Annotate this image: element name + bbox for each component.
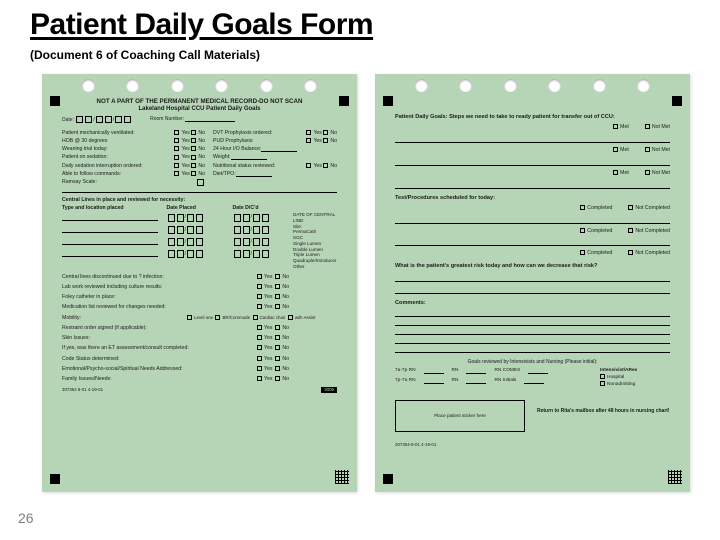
barcode-icon <box>668 470 682 484</box>
form1-warning: NOT A PART OF THE PERMANENT MEDICAL RECO… <box>62 98 337 106</box>
th-type: Type and location placed <box>62 205 167 212</box>
barcode-icon <box>335 470 349 484</box>
year-badge: 2009 <box>321 387 337 393</box>
q-hob: HOB @ 30 degrees <box>62 138 174 145</box>
question-row: If yes, was there an ET assessment/consu… <box>62 345 337 352</box>
q-dvt: DVT Prophylaxis ordered: <box>213 130 306 137</box>
sig-title: Goals reviewed by Intensivists and Nursi… <box>395 359 670 366</box>
question-row: Medication list reviewed for changes nee… <box>62 304 337 311</box>
question-row: Restraint order signed (if applicable):Y… <box>62 325 337 332</box>
corner-mark <box>383 96 393 106</box>
q-ramsay: Ramsay Scale: <box>62 179 196 186</box>
q-pud: PUD Prophylaxis: <box>213 138 306 145</box>
q-sedation: Patient on sedation: <box>62 154 174 161</box>
question-row: Mobility:Level one BR/Commode Cardiac ch… <box>62 315 337 322</box>
punch-holes <box>42 79 357 92</box>
q-io: 24 Hour I/O Balance: <box>213 146 261 153</box>
tests-title: Test/Procedures scheduled for today: <box>395 195 670 202</box>
punch-holes <box>375 79 690 92</box>
form2-body: Patient Daily Goals: Steps we need to ta… <box>395 96 670 474</box>
risk-question: What is the patient's greatest risk toda… <box>395 263 670 270</box>
goals-title: Patient Daily Goals: Steps we need to ta… <box>395 114 670 121</box>
corner-mark <box>383 474 393 484</box>
corner-mark <box>50 474 60 484</box>
question-row: Lab work reviewed including culture resu… <box>62 284 337 291</box>
th-placed: Date Placed <box>167 205 233 212</box>
question-row: Emotional/Psycho-social/Spiritual Needs … <box>62 366 337 373</box>
q-interrupt: Daily sedation interruption ordered: <box>62 163 174 170</box>
q-wean: Weaning trial today: <box>62 146 174 153</box>
date-label: Date: <box>62 117 74 123</box>
slide-title: Patient Daily Goals Form <box>30 8 373 42</box>
corner-mark <box>339 96 349 106</box>
q-vent: Patient mechanically ventilated: <box>62 130 174 137</box>
slide-subtitle: (Document 6 of Coaching Call Materials) <box>30 48 260 62</box>
corner-mark <box>50 96 60 106</box>
question-row: Central lines discontinued due to ? infe… <box>62 274 337 281</box>
form1-subtitle: Lakeland Hospital CCU Patient Daily Goal… <box>62 106 337 114</box>
q-nutrition: Nutritional status reviewed: <box>213 163 306 170</box>
th-dcd: Date D/C'd <box>233 205 294 212</box>
form-page-1: NOT A PART OF THE PERMANENT MEDICAL RECO… <box>42 74 357 492</box>
form2-footer-id: 307354-8-01 4-19-01 <box>395 442 436 448</box>
form1-body: NOT A PART OF THE PERMANENT MEDICAL RECO… <box>62 96 337 474</box>
q-diet: Diet/TPO: <box>213 171 236 178</box>
question-row: Code Status determined:Yes No <box>62 356 337 363</box>
bottom-questions: Central lines discontinued due to ? infe… <box>62 274 337 383</box>
form-page-2: Patient Daily Goals: Steps we need to ta… <box>375 74 690 492</box>
form1-footer-id: 307354 8-01 4-19-01 <box>62 387 103 393</box>
q-commands: Able to follow commands: <box>62 171 174 178</box>
sticker-box: Place patient sticker here <box>395 400 525 432</box>
question-row: Family Issues/Needs:Yes No <box>62 376 337 383</box>
question-row: Foley catheter in place:Yes No <box>62 294 337 301</box>
corner-mark <box>672 96 682 106</box>
room-label: Room Number: <box>150 116 184 122</box>
q-weight: Weight: <box>213 154 231 161</box>
lines-section-title: Central Lines in place and reviewed for … <box>62 197 337 204</box>
question-row: Skin Issues:Yes No <box>62 335 337 342</box>
return-note: Return to Rita's mailbox after 48 hours … <box>537 408 670 415</box>
comments-label: Comments: <box>395 300 670 307</box>
page-number: 26 <box>18 510 34 526</box>
